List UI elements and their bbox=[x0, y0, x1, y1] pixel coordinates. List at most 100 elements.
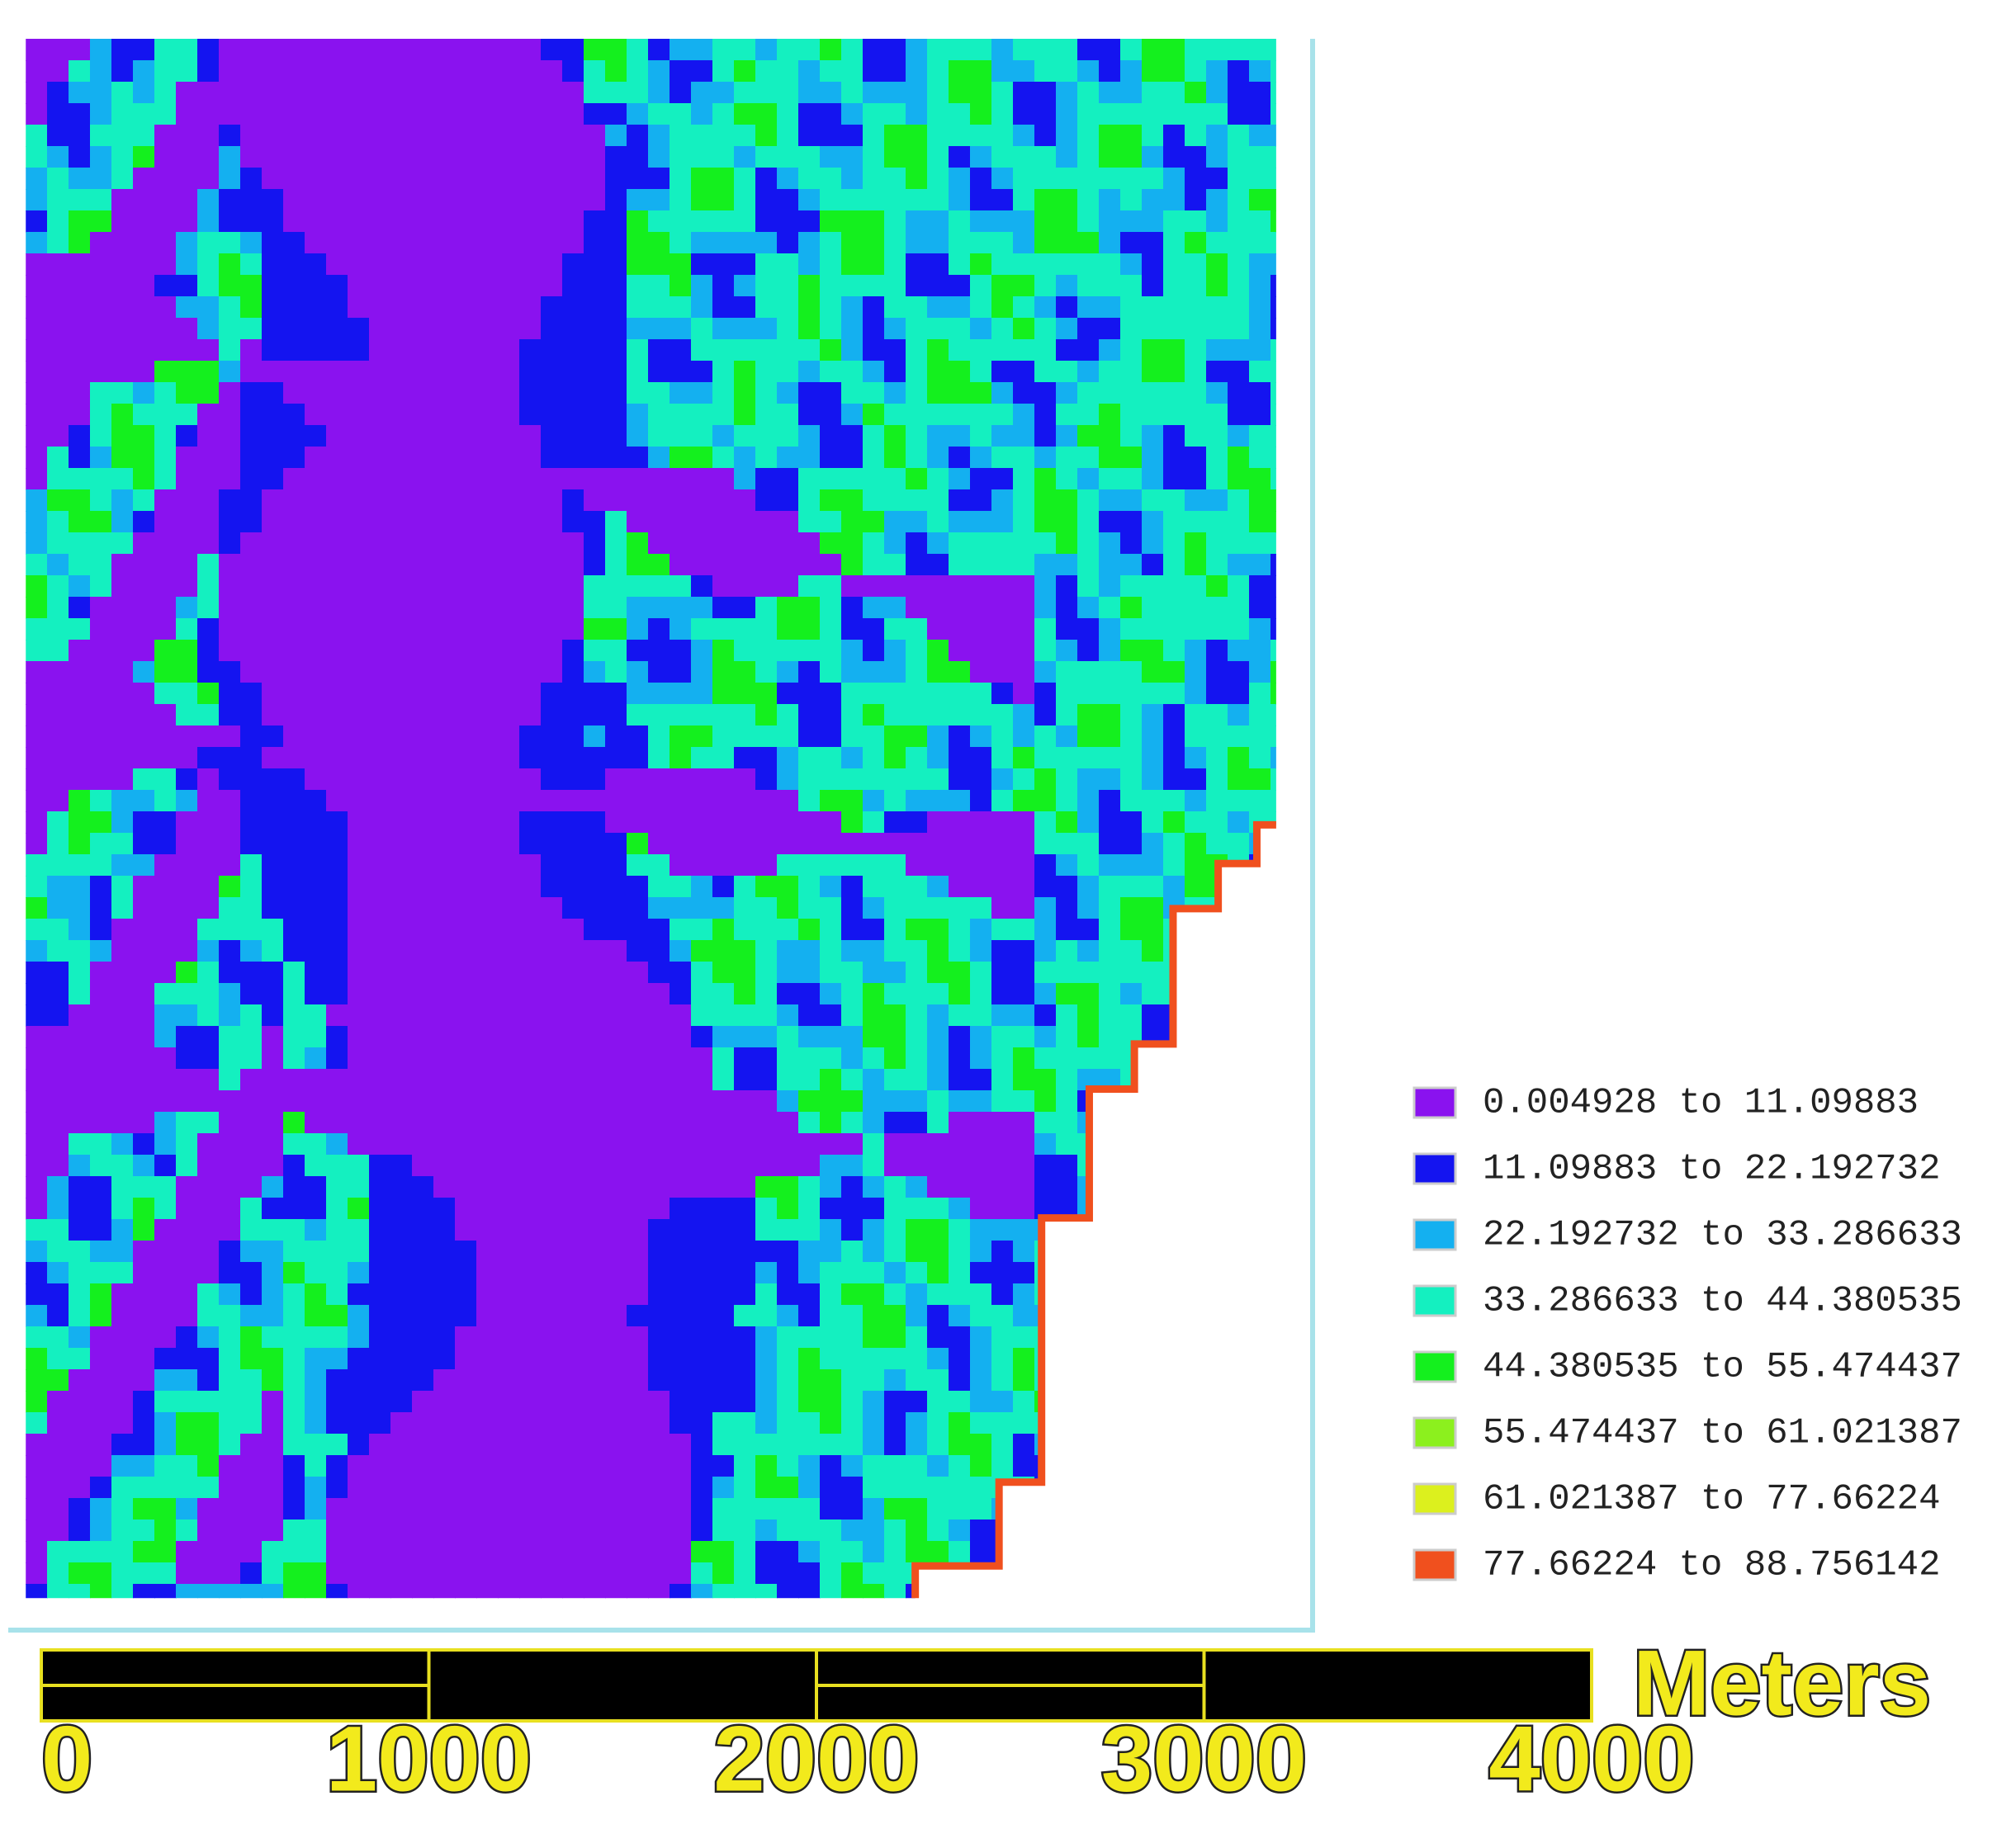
raster-cell bbox=[1099, 1241, 1121, 1263]
raster-cell bbox=[1249, 425, 1271, 447]
raster-cell bbox=[562, 489, 584, 512]
raster-cell bbox=[262, 1434, 284, 1456]
raster-cell bbox=[562, 618, 584, 640]
raster-cell bbox=[648, 275, 670, 297]
raster-cell bbox=[841, 447, 864, 469]
raster-cell bbox=[1056, 597, 1078, 619]
raster-cell bbox=[90, 125, 112, 147]
raster-cell bbox=[369, 382, 391, 404]
raster-cell bbox=[584, 511, 606, 533]
raster-cell bbox=[541, 618, 563, 640]
raster-cell bbox=[47, 940, 69, 962]
raster-cell bbox=[863, 661, 885, 683]
raster-cell bbox=[90, 1069, 112, 1091]
raster-cell bbox=[906, 361, 928, 383]
raster-cell bbox=[562, 1176, 584, 1198]
raster-cell bbox=[1099, 876, 1121, 898]
raster-cell bbox=[433, 60, 456, 83]
raster-cell bbox=[1013, 1305, 1035, 1327]
raster-cell bbox=[498, 253, 520, 276]
raster-cell bbox=[412, 1069, 434, 1091]
raster-cell bbox=[111, 833, 134, 855]
raster-cell bbox=[1206, 1326, 1228, 1349]
raster-cell bbox=[712, 833, 735, 855]
raster-cell bbox=[111, 232, 134, 254]
raster-cell bbox=[197, 1434, 220, 1456]
raster-cell bbox=[884, 811, 906, 834]
raster-cell bbox=[1034, 275, 1057, 297]
raster-cell bbox=[1163, 168, 1185, 190]
raster-cell bbox=[648, 1369, 670, 1392]
raster-cell bbox=[991, 876, 1014, 898]
raster-cell bbox=[627, 511, 649, 533]
raster-cell bbox=[1120, 468, 1143, 490]
raster-cell bbox=[798, 768, 821, 791]
raster-cell bbox=[841, 1498, 864, 1520]
raster-cell bbox=[991, 1004, 1014, 1027]
raster-cell bbox=[348, 60, 370, 83]
raster-cell bbox=[133, 339, 155, 362]
raster-cell bbox=[863, 1219, 885, 1241]
raster-cell bbox=[1034, 640, 1057, 662]
raster-cell bbox=[348, 725, 370, 748]
raster-cell bbox=[90, 1562, 112, 1585]
raster-cell bbox=[1142, 39, 1164, 61]
raster-cell bbox=[712, 168, 735, 190]
raster-cell bbox=[670, 60, 692, 83]
raster-cell bbox=[262, 1455, 284, 1477]
raster-cell bbox=[369, 125, 391, 147]
raster-cell bbox=[884, 189, 906, 211]
raster-cell bbox=[798, 575, 821, 598]
raster-cell bbox=[1185, 1262, 1207, 1284]
raster-cell bbox=[712, 60, 735, 83]
raster-cell bbox=[1120, 404, 1143, 426]
raster-cell bbox=[348, 489, 370, 512]
raster-cell bbox=[991, 1262, 1014, 1284]
raster-cell bbox=[476, 833, 499, 855]
raster-cell bbox=[949, 404, 971, 426]
raster-cell bbox=[26, 940, 48, 962]
raster-cell bbox=[648, 318, 670, 340]
raster-cell bbox=[283, 382, 305, 404]
raster-cell bbox=[584, 489, 606, 512]
raster-cell bbox=[627, 318, 649, 340]
raster-cell bbox=[154, 597, 177, 619]
raster-cell bbox=[326, 747, 348, 769]
raster-cell bbox=[326, 532, 348, 555]
raster-cell bbox=[47, 275, 69, 297]
raster-cell bbox=[390, 489, 413, 512]
raster-cell bbox=[605, 168, 627, 190]
raster-cell bbox=[906, 1069, 928, 1091]
raster-cell bbox=[1013, 768, 1035, 791]
raster-cell bbox=[326, 339, 348, 362]
raster-cell bbox=[47, 1047, 69, 1070]
raster-cell bbox=[734, 275, 756, 297]
raster-cell bbox=[219, 1391, 241, 1413]
raster-cell bbox=[605, 1498, 627, 1520]
raster-cell bbox=[1142, 60, 1164, 83]
raster-cell bbox=[562, 468, 584, 490]
raster-cell bbox=[798, 597, 821, 619]
raster-cell bbox=[949, 1434, 971, 1456]
raster-cell bbox=[927, 962, 949, 984]
raster-cell bbox=[627, 1498, 649, 1520]
raster-cell bbox=[691, 253, 713, 276]
raster-cell bbox=[348, 575, 370, 598]
raster-cell bbox=[906, 1219, 928, 1241]
raster-cell bbox=[755, 1283, 778, 1306]
raster-cell bbox=[69, 82, 91, 104]
raster-cell bbox=[562, 597, 584, 619]
raster-cell bbox=[433, 597, 456, 619]
raster-cell bbox=[670, 876, 692, 898]
raster-cell bbox=[326, 704, 348, 726]
raster-cell bbox=[133, 125, 155, 147]
raster-cell bbox=[90, 1348, 112, 1370]
raster-cell bbox=[1206, 1283, 1228, 1306]
raster-cell bbox=[584, 833, 606, 855]
raster-cell bbox=[1077, 962, 1100, 984]
raster-cell bbox=[1185, 1069, 1207, 1091]
raster-cell bbox=[991, 404, 1014, 426]
raster-cell bbox=[133, 1198, 155, 1220]
raster-cell bbox=[433, 532, 456, 555]
raster-cell bbox=[262, 275, 284, 297]
